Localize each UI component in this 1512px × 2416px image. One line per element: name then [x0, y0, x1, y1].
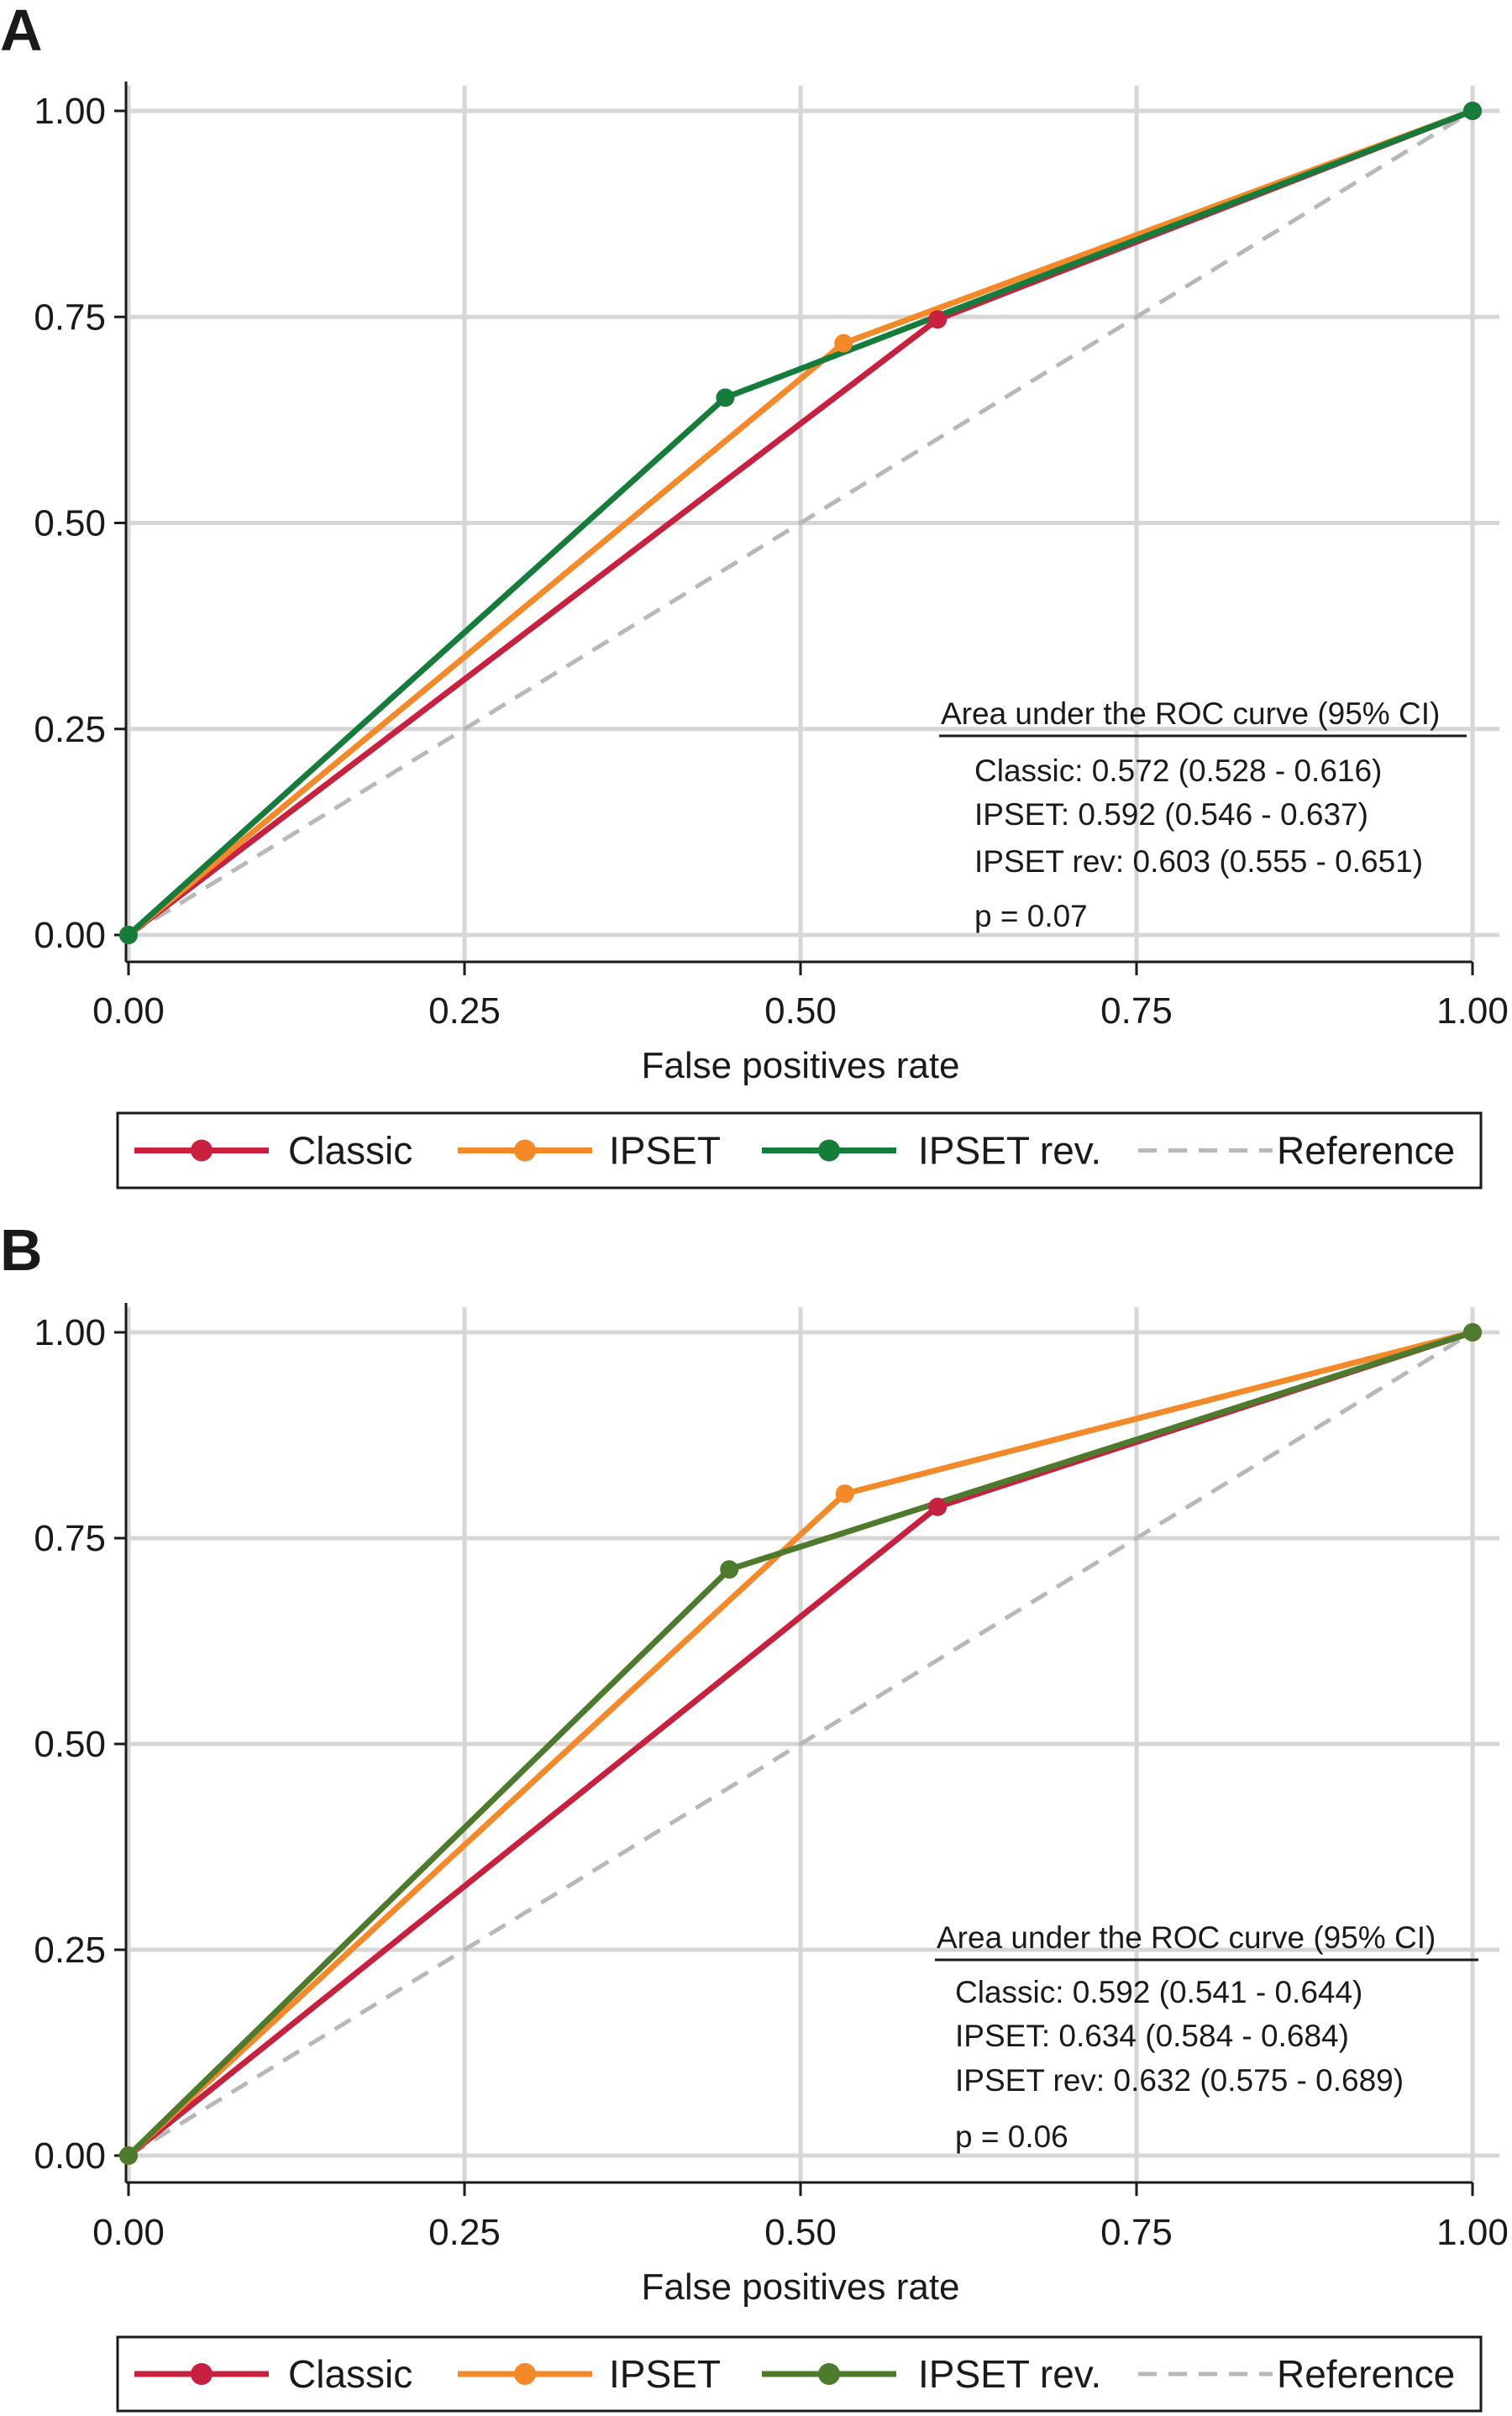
legend-marker-ipset-rev — [818, 2363, 840, 2385]
auc-line: IPSET: 0.634 (0.584 - 0.684) — [955, 2019, 1349, 2053]
data-point-ipset-rev — [119, 2146, 138, 2165]
auc-p-value: p = 0.07 — [974, 899, 1088, 933]
legend-marker-ipset — [514, 1139, 536, 1162]
auc-line: IPSET rev: 0.632 (0.575 - 0.689) — [955, 2063, 1404, 2098]
y-tick-label: 0.75 — [34, 297, 106, 338]
data-point-ipset-rev — [716, 388, 735, 407]
x-tick-label: 0.00 — [92, 2212, 165, 2253]
auc-heading: Area under the ROC curve (95% CI) — [941, 696, 1440, 731]
legend-label-ipset: IPSET — [609, 2352, 721, 2396]
legend-label-ipset-rev: IPSET rev. — [918, 1129, 1101, 1173]
y-tick-label: 1.00 — [34, 91, 106, 132]
x-tick-label: 0.50 — [764, 990, 837, 1032]
legend-label-classic: Classic — [288, 1129, 412, 1173]
data-point-ipset — [835, 1484, 854, 1504]
data-point-ipset-rev — [720, 1560, 739, 1579]
y-tick-label: 0.00 — [34, 2135, 106, 2177]
x-axis-title: False positives rate — [641, 1045, 959, 1086]
legend-marker-ipset-rev — [818, 1139, 840, 1162]
auc-line: Classic: 0.572 (0.528 - 0.616) — [974, 754, 1382, 788]
auc-heading: Area under the ROC curve (95% CI) — [937, 1920, 1436, 1955]
legend-marker-ipset — [514, 2363, 536, 2385]
auc-p-value: p = 0.06 — [955, 2119, 1068, 2154]
legend: Classic IPSET IPSET rev. Reference — [116, 1111, 1483, 1190]
panel-label: A — [0, 0, 43, 63]
legend-label-reference: Reference — [1277, 1129, 1455, 1173]
y-tick-label: 0.25 — [34, 1930, 106, 1971]
x-axis-title: False positives rate — [641, 2266, 959, 2308]
panel-a: A 0.00 0.25 0.50 0.75 1.00 0.00 0.25 0.50 0.75 1.0… — [0, 0, 1509, 1190]
auc-line: IPSET rev: 0.603 (0.555 - 0.651) — [974, 844, 1423, 879]
x-tick-label: 0.75 — [1100, 990, 1173, 1032]
legend-label-reference: Reference — [1277, 2352, 1455, 2396]
data-point-ipset-rev — [1463, 102, 1482, 120]
x-tick-label: 0.25 — [428, 990, 501, 1032]
legend-marker-classic — [191, 2363, 213, 2385]
legend-label-ipset-rev: IPSET rev. — [918, 2352, 1101, 2396]
y-tick-label: 0.50 — [34, 503, 106, 544]
reference-line — [127, 108, 1474, 938]
x-tick-label: 0.00 — [92, 990, 165, 1032]
y-tick-label: 0.00 — [34, 915, 106, 956]
data-point-classic — [928, 1497, 948, 1516]
y-tick-label: 0.75 — [34, 1518, 106, 1559]
data-point-ipset-rev — [1463, 1323, 1482, 1342]
legend-label-classic: Classic — [288, 2352, 412, 2396]
reference-line — [127, 1330, 1474, 2158]
x-tick-label: 1.00 — [1436, 2212, 1509, 2253]
x-tick-label: 1.00 — [1436, 990, 1509, 1032]
data-point-ipset — [834, 334, 853, 353]
y-tick-label: 0.25 — [34, 709, 106, 750]
panel-label: B — [0, 1217, 43, 1283]
legend-marker-classic — [191, 1139, 213, 1162]
legend: Classic IPSET IPSET rev. Reference — [116, 2335, 1483, 2413]
y-tick-label: 1.00 — [34, 1312, 106, 1353]
x-tick-label: 0.50 — [764, 2212, 837, 2253]
data-point-ipset-rev — [119, 926, 138, 944]
auc-line: IPSET: 0.592 (0.546 - 0.637) — [974, 797, 1368, 832]
x-tick-label: 0.75 — [1100, 2212, 1173, 2253]
auc-line: Classic: 0.592 (0.541 - 0.644) — [955, 1975, 1362, 2009]
legend-label-ipset: IPSET — [609, 1129, 721, 1173]
x-tick-label: 0.25 — [428, 2212, 501, 2253]
data-point-classic — [928, 310, 948, 329]
panel-b: B 0.00 0.25 0.50 0.75 1.00 0.00 0.25 0.50 0.75 1.0… — [0, 1217, 1509, 2413]
y-tick-label: 0.50 — [34, 1724, 106, 1765]
